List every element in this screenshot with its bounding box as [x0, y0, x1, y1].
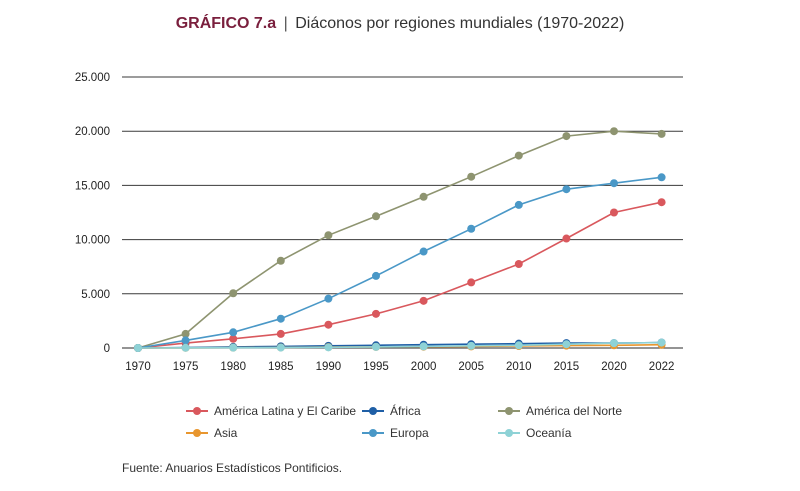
x-tick-label: 1990: [316, 361, 342, 373]
data-point: [324, 320, 333, 329]
data-point: [229, 334, 238, 343]
series-0: [134, 198, 666, 352]
x-tick-label: 1985: [268, 361, 294, 373]
x-tick-label: 1970: [125, 361, 151, 373]
data-point: [562, 132, 571, 141]
data-point: [657, 338, 666, 347]
data-point: [610, 208, 618, 217]
data-point: [372, 309, 380, 318]
data-point: [181, 343, 190, 352]
chart-title-prefix: GRÁFICO 7.a: [175, 15, 277, 32]
legend-label: Oceanía: [526, 426, 572, 440]
y-tick-label: 10.000: [75, 235, 110, 247]
legend-label: África: [390, 404, 421, 418]
series-4: [134, 173, 666, 352]
series-5: [134, 338, 666, 352]
series-lines: [134, 127, 666, 352]
data-point: [181, 329, 190, 338]
data-point: [514, 341, 523, 350]
data-point: [514, 151, 523, 160]
x-tick-label: 1975: [173, 361, 199, 373]
data-point: [657, 173, 666, 182]
legend-swatch: [498, 428, 520, 438]
data-point: [562, 185, 571, 194]
legend-swatch: [498, 406, 520, 416]
y-tick-label: 5.000: [81, 289, 110, 301]
y-tick-label: 25.000: [75, 72, 110, 84]
chart-title: GRÁFICO 7.a | Diáconos por regiones mund…: [0, 15, 800, 33]
data-point: [181, 336, 190, 345]
data-point: [276, 343, 285, 352]
x-tick-label: 2015: [554, 361, 580, 373]
x-tick-label: 2020: [601, 361, 627, 373]
data-point: [134, 344, 142, 352]
series-line: [137, 176, 662, 349]
chart-title-text: Diáconos por regiones mundiales (1970-20…: [295, 15, 625, 32]
data-point: [372, 212, 380, 221]
data-point: [324, 294, 333, 303]
data-point: [467, 172, 476, 181]
y-axis-tick-labels: 0 5.000 10.000 15.000 20.000 25.000: [75, 72, 110, 355]
y-tick-label: 0: [104, 343, 110, 355]
legend-item: América del Norte: [498, 404, 622, 418]
legend-item: Oceanía: [498, 426, 571, 440]
data-point: [467, 278, 476, 287]
data-point: [514, 259, 523, 268]
series-2: [134, 127, 666, 352]
legend-item: América Latina y El Caribe: [186, 404, 356, 418]
data-point: [229, 289, 238, 298]
x-tick-label: 2005: [458, 361, 484, 373]
x-tick-label: 2022: [649, 361, 675, 373]
data-point: [610, 127, 618, 136]
data-point: [467, 341, 476, 350]
data-point: [276, 314, 285, 323]
data-point: [562, 340, 571, 349]
series-line: [137, 201, 662, 349]
series-line: [137, 130, 662, 349]
chart-title-separator: |: [283, 15, 288, 32]
data-point: [324, 343, 333, 352]
legend-label: Asia: [214, 426, 238, 440]
source-note: Fuente: Anuarios Estadísticos Pontificio…: [122, 461, 343, 475]
x-tick-label: 1995: [363, 361, 389, 373]
legend-swatch: [362, 406, 384, 416]
legend-label: Europa: [390, 426, 429, 440]
data-point: [467, 224, 476, 233]
x-axis-tick-labels: 1970 1975 1980 1985 1990 1995 2000 2005 2010 2015…: [125, 361, 674, 373]
y-tick-label: 20.000: [75, 126, 110, 138]
legend-item: Asia: [186, 426, 237, 440]
y-tick-label: 15.000: [75, 180, 110, 192]
legend-label: América del Norte: [526, 404, 623, 418]
data-point: [657, 129, 666, 138]
data-point: [514, 200, 523, 209]
series-line: [137, 341, 662, 349]
x-tick-label: 1980: [220, 361, 246, 373]
legend-item: Europa: [362, 426, 429, 440]
legend-swatch: [362, 428, 384, 438]
x-tick-label: 2000: [411, 361, 437, 373]
data-point: [419, 342, 428, 351]
data-point: [372, 271, 380, 280]
data-point: [276, 256, 285, 265]
data-point: [324, 231, 333, 240]
data-point: [610, 339, 618, 348]
data-point: [657, 198, 666, 207]
data-point: [229, 343, 238, 352]
x-tick-label: 2010: [506, 361, 532, 373]
legend-swatch: [186, 406, 208, 416]
legend-item: África: [362, 404, 421, 418]
data-point: [229, 328, 238, 337]
data-point: [419, 192, 428, 201]
data-point: [276, 329, 285, 338]
data-point: [610, 179, 618, 188]
data-point: [419, 296, 428, 305]
data-point: [419, 247, 428, 256]
data-point: [372, 342, 380, 351]
legend-swatch: [186, 428, 208, 438]
data-point: [562, 234, 571, 243]
legend-label: América Latina y El Caribe: [214, 404, 357, 418]
